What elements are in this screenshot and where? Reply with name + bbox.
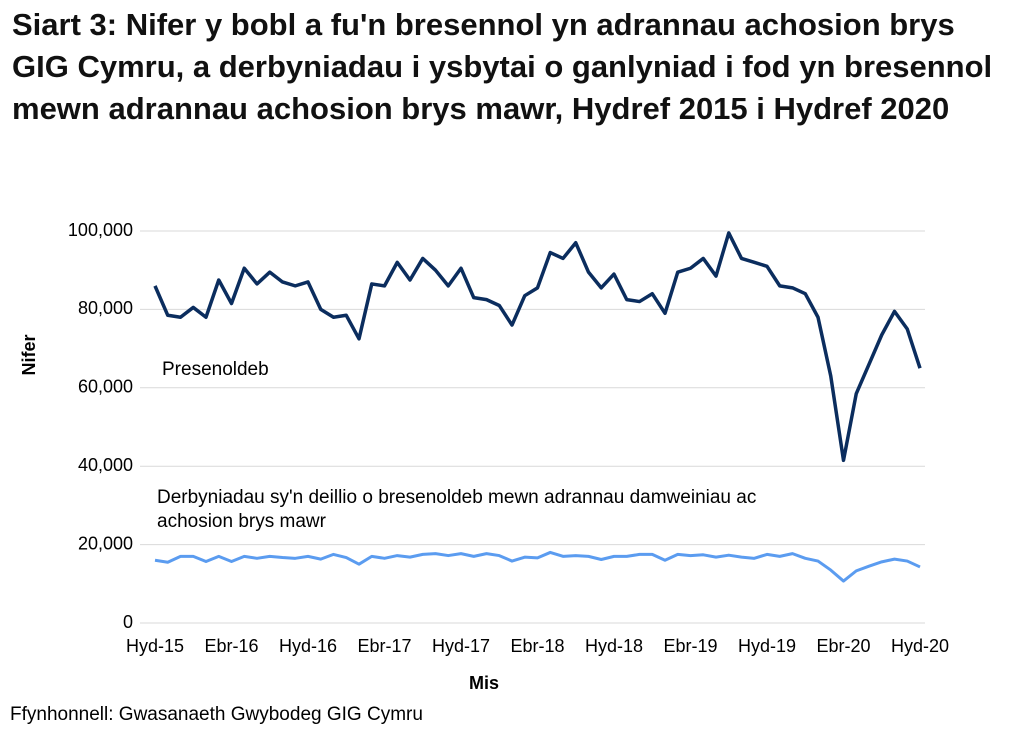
x-tick-label: Hyd-16: [279, 636, 337, 656]
y-axis-label: Nifer: [19, 334, 39, 375]
chart-title: Siart 3: Nifer y bobl a fu'n bresennol y…: [12, 7, 993, 126]
x-tick-label: Hyd-20: [891, 636, 949, 656]
y-tick-label: 80,000: [78, 298, 133, 318]
y-tick-label: 100,000: [68, 220, 133, 240]
x-tick-label: Ebr-17: [357, 636, 411, 656]
series-label: Derbyniadau sy'n deillio o bresenoldeb m…: [157, 487, 757, 532]
x-tick-label: Ebr-20: [816, 636, 870, 656]
y-tick-label: 20,000: [78, 533, 133, 553]
x-tick-label: Ebr-16: [204, 636, 258, 656]
x-axis-label: Mis: [469, 673, 499, 693]
x-tick-label: Hyd-18: [585, 636, 643, 656]
source: Ffynhonnell: Gwasanaeth Gwybodeg GIG Cym…: [10, 704, 423, 725]
x-tick-label: Hyd-15: [126, 636, 184, 656]
series-label: Presenoldeb: [162, 359, 269, 380]
x-tick-label: Hyd-19: [738, 636, 796, 656]
series-line: [154, 550, 921, 583]
y-tick-label: 40,000: [78, 455, 133, 475]
y-tick-label: 60,000: [78, 377, 133, 397]
x-tick-label: Ebr-19: [663, 636, 717, 656]
x-tick-label: Hyd-17: [432, 636, 490, 656]
x-tick-label: Ebr-18: [510, 636, 564, 656]
y-tick-label: 0: [123, 612, 133, 632]
series-line: [153, 231, 922, 463]
